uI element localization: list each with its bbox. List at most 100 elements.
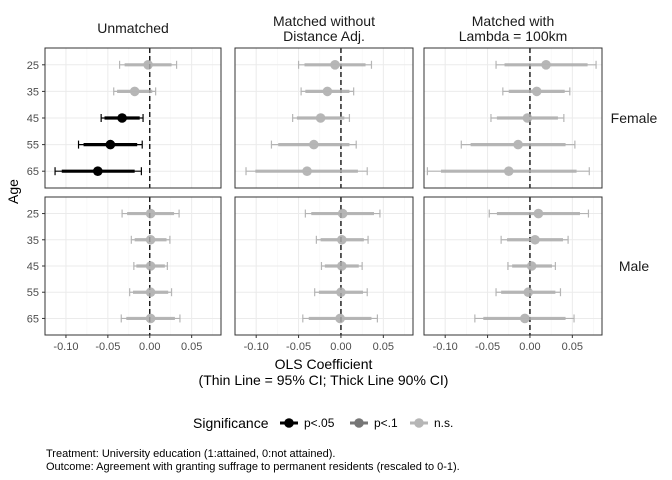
point-estimate [335,313,345,324]
y-tick-label: 65 [27,166,39,178]
estimate-age-35 [130,234,171,245]
y-tick-label: 45 [27,261,39,273]
estimate-age-35 [502,86,571,97]
legend-label-p10: p<.1 [374,416,398,430]
point-estimate [309,139,319,150]
x-tick-label: -0.05 [95,341,120,353]
caption: Treatment: University education (1:attai… [46,448,460,473]
x-tick-label: -0.10 [244,341,269,353]
y-tick-label: 25 [27,60,39,72]
x-tick-label: 0.05 [562,341,583,353]
estimate-age-55 [270,139,357,150]
legend-label-ns: n.s. [434,416,453,430]
column-strip-label: Unmatched [97,20,169,36]
point-estimate [337,234,347,245]
estimate-age-65 [120,313,181,324]
estimate-age-25 [304,208,381,219]
legend: Significance p<.05 p<.1 n.s. [193,415,453,431]
caption-line: Treatment: University education (1:attai… [46,448,335,460]
column-strip-label: Matched without Distance Adj. [273,13,375,44]
column-strip-line: Matched without [273,13,375,29]
legend-key-p10 [350,418,368,428]
panel-unmatched-male [45,197,221,335]
panel-border [234,196,414,336]
point-estimate [533,208,544,219]
x-tick-label: -0.05 [286,341,311,353]
x-tick-label: 0.00 [519,341,540,353]
x-axis-title-line: (Thin Line = 95% CI; Thick Line 90% CI) [199,372,449,388]
point-estimate [145,313,156,324]
x-tick-label: -0.10 [53,341,78,353]
column-strip-line: Lambda = 100km [459,28,568,44]
point-estimate [336,287,346,298]
estimate-age-25 [488,208,590,219]
estimate-age-55 [77,139,143,150]
point-estimate [145,287,156,298]
estimate-age-45 [100,113,144,123]
panel-border [423,47,603,189]
legend-key-point [284,418,294,428]
point-estimate [145,234,156,245]
estimate-age-55 [495,287,562,298]
estimate-age-35 [300,86,355,97]
estimate-age-35 [113,86,157,97]
estimate-age-45 [320,261,363,271]
legend-key-ns [410,418,428,428]
point-estimate [526,261,537,271]
point-estimate [523,287,534,298]
legend-label-p05: p<.05 [304,416,335,430]
estimate-age-25 [118,60,178,70]
y-tick-label: 55 [27,140,39,152]
y-tick-label: 35 [27,86,39,98]
y-tick-label: 25 [27,209,39,221]
point-estimate [337,261,347,271]
x-tick-label: 0.00 [139,341,160,353]
point-estimate [105,139,116,150]
estimate-age-25 [121,208,180,219]
estimate-age-45 [133,261,168,271]
y-axis-title: Age [5,179,21,204]
estimate-age-55 [460,139,576,150]
estimate-age-45 [507,261,556,271]
facet-panels [44,47,603,336]
point-estimate [117,113,127,123]
point-estimate [503,166,514,176]
estimate-age-65 [245,166,368,176]
estimate-age-55 [129,287,173,298]
point-estimate [143,60,153,70]
point-estimate [541,60,551,70]
column-strip-label: Matched with Lambda = 100km [459,13,568,44]
estimate-age-45 [490,113,565,123]
point-estimate [129,86,140,97]
y-tick-label: 45 [27,113,39,125]
point-estimate [322,86,333,97]
x-tick-label: 0.00 [330,341,351,353]
row-strip-label: Male [619,258,650,274]
x-tick-label: -0.05 [475,341,500,353]
legend-key-point [354,418,364,428]
column-strip-line: Matched with [472,13,554,29]
x-axis-title-line: OLS Coefficient [275,356,373,372]
estimate-age-25 [495,60,597,70]
legend-key-point [414,418,424,428]
point-estimate [337,208,348,219]
point-estimate [145,261,156,271]
point-estimate [530,234,540,245]
estimate-age-25 [297,60,373,70]
legend-title: Significance [193,415,269,431]
x-axis-title: OLS Coefficient (Thin Line = 95% CI; Thic… [199,356,449,388]
point-estimate [315,113,326,123]
row-strip-label: Female [611,110,658,126]
caption-line: Outcome: Agreement with granting suffrag… [46,461,460,473]
point-estimate [145,208,156,219]
y-tick-label: 35 [27,235,39,247]
x-tick-label: 0.05 [373,341,394,353]
y-tick-label: 55 [27,287,39,299]
legend-key-p05 [280,418,298,428]
axes: 25 35 45 55 65 25 35 45 55 65 -0.10 -0.05 0.00 0.05 -0… [27,60,583,353]
y-tick-label: 65 [27,313,39,325]
panel-border [234,47,414,189]
column-strip-line: Distance Adj. [283,28,365,44]
estimate-age-65 [474,313,575,324]
